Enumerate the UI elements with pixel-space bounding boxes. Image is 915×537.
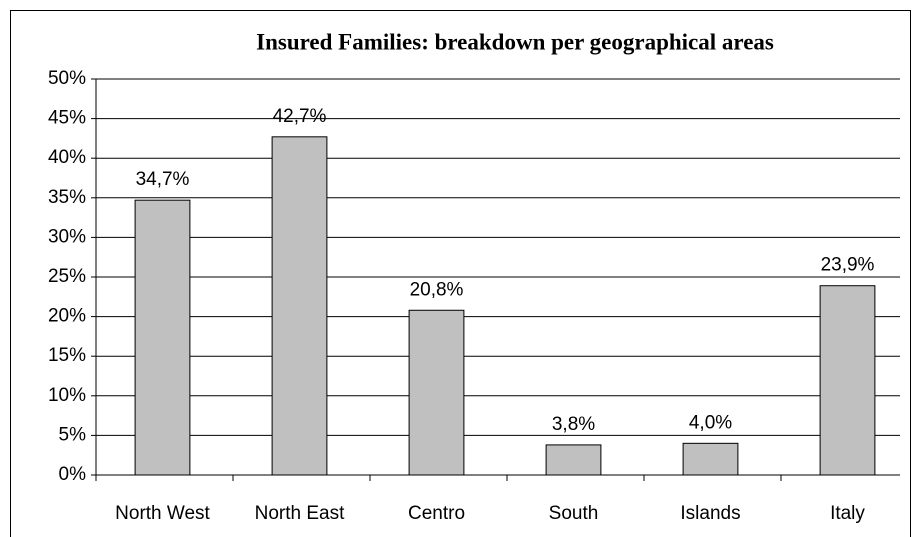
y-tick-label: 20%	[48, 306, 86, 327]
y-tick-label: 30%	[48, 226, 86, 247]
bar	[134, 199, 191, 476]
x-tick-label: North East	[255, 503, 345, 524]
data-label: 3,8%	[552, 414, 595, 435]
y-tick-label: 15%	[48, 345, 86, 366]
data-label: 20,8%	[410, 279, 464, 300]
y-tick-label: 25%	[48, 266, 86, 287]
data-label: 42,7%	[273, 106, 327, 127]
y-tick-label: 0%	[59, 464, 87, 485]
x-tick-label: Centro	[408, 503, 465, 524]
chart-title: Insured Families: breakdown per geograph…	[256, 29, 774, 54]
y-tick-label: 35%	[48, 187, 86, 208]
chart-frame	[10, 10, 911, 537]
bar	[819, 285, 876, 476]
x-tick-label: Islands	[680, 503, 740, 524]
data-label: 34,7%	[136, 169, 190, 190]
y-tick-label: 10%	[48, 385, 86, 406]
data-label: 23,9%	[821, 255, 875, 276]
y-tick-label: 45%	[48, 108, 86, 129]
y-tick-label: 40%	[48, 147, 86, 168]
bar	[271, 136, 328, 476]
y-tick-label: 50%	[48, 68, 86, 89]
data-label: 4,0%	[689, 412, 732, 433]
bar	[682, 442, 739, 476]
bar	[545, 444, 602, 476]
x-tick-label: South	[549, 503, 599, 524]
x-tick-label: North West	[115, 503, 210, 524]
bar	[408, 309, 465, 476]
x-tick-label: Italy	[830, 503, 865, 524]
y-tick-label: 5%	[59, 424, 87, 445]
